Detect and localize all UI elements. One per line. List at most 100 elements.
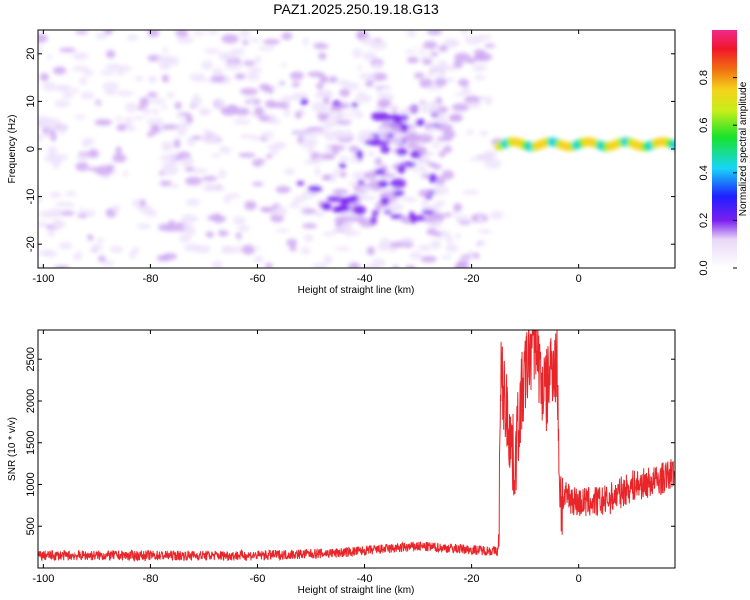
spectrogram-cell — [314, 93, 325, 99]
spectrogram-cell — [322, 159, 329, 170]
spectrogram-cell — [461, 30, 469, 36]
spectrogram-cell — [406, 132, 420, 141]
spectrogram-cell — [79, 77, 88, 85]
spectrogram-cell — [437, 63, 449, 73]
spectrogram-cell — [382, 119, 391, 127]
spectrogram-cell — [340, 112, 358, 123]
spectrogram-cell — [240, 88, 258, 96]
spectrogram-cell — [307, 184, 323, 193]
colorbar-tick-label: 0.0 — [698, 260, 710, 275]
spectrogram-cell — [457, 78, 470, 88]
spectrogram-cell — [339, 171, 347, 178]
spectrogram-cell — [392, 190, 405, 197]
spectrogram-cell — [81, 201, 95, 211]
spectrogram-cell — [355, 149, 365, 160]
spectrogram-cell — [254, 243, 267, 248]
spectrogram-cell — [146, 92, 158, 98]
spectrogram-cell — [249, 38, 261, 43]
spectrogram-cell — [473, 176, 486, 187]
spectrogram-cell — [390, 178, 407, 189]
spectrogram-cell — [144, 209, 158, 217]
colorbar-label: Normalized spectral amplitude — [738, 81, 749, 216]
spectrogram-cell — [417, 157, 429, 164]
spectrogram-cell — [262, 91, 270, 99]
spectrogram-cell — [225, 140, 238, 150]
spectrogram-cell — [115, 145, 122, 156]
spectrogram-cell — [161, 74, 170, 83]
spectrogram-cell — [210, 153, 221, 158]
spectrogram-cell — [221, 222, 231, 231]
spectrogram-cell — [338, 162, 347, 169]
spectrogram-cell — [206, 30, 220, 35]
spectrogram-cell — [55, 84, 72, 92]
spectrogram-cell — [469, 157, 484, 162]
spectrogram-cell — [421, 209, 435, 215]
spectrogram-cell — [243, 61, 256, 66]
spectrogram-cell — [436, 136, 453, 142]
spectrogram-cell — [377, 179, 389, 188]
colorbar-gradient — [712, 30, 737, 268]
snr-x-tick-label: -100 — [32, 573, 54, 585]
spectrogram-cell — [286, 194, 295, 204]
snr-x-tick-label: 0 — [576, 573, 582, 585]
spectrogram-cell — [323, 38, 334, 46]
spectrogram-cell — [379, 191, 395, 198]
spectrogram-cell — [192, 31, 206, 36]
spectrogram-cell — [481, 71, 500, 79]
spectrogram-cell — [434, 77, 448, 87]
spectrogram-cell — [466, 102, 482, 109]
colorbar-tick-label: 0.2 — [698, 213, 710, 228]
spectrogram-cell — [406, 143, 421, 150]
spectrogram-cell — [319, 129, 332, 136]
spectrogram-cell — [185, 176, 202, 186]
spectrogram-cell — [161, 141, 174, 151]
spectrogram-cell — [302, 223, 317, 229]
spectrogram-cell — [205, 231, 215, 238]
spectrogram-cell — [420, 255, 438, 263]
spectrogram-cell — [113, 64, 132, 73]
spectrogram-cell — [286, 95, 301, 101]
spectrogram-cell — [453, 203, 463, 212]
spectrogram-cell — [453, 263, 470, 268]
spectrogram-cell — [115, 211, 126, 221]
spectrogram-cell — [71, 88, 80, 93]
spectrogram-cell — [132, 115, 145, 121]
spectrogram-cell — [166, 243, 181, 251]
spectrogram-cell — [410, 214, 417, 224]
spectrogram-cell — [51, 247, 62, 252]
spectrogram-cell — [234, 107, 250, 116]
spectrogram-cell — [53, 162, 60, 169]
spectrogram-cell — [112, 204, 121, 214]
spectrogram-cell — [387, 38, 396, 44]
spectrogram-cell — [64, 190, 77, 197]
spectrogram-cell — [415, 118, 425, 127]
spectrogram-cell — [422, 56, 433, 65]
spectrogram-cell — [472, 252, 480, 259]
spectrogram-cell — [221, 261, 235, 268]
spectrogram-cell — [136, 223, 152, 230]
spectrogram-cell — [343, 227, 354, 237]
spectrogram-cell — [301, 108, 312, 118]
spectrogram-cell — [386, 202, 404, 213]
spectrogram-cell — [321, 202, 332, 211]
spectrogram-cell — [277, 64, 287, 72]
spectrogram-cell — [388, 241, 403, 248]
spectrogram-cell — [437, 106, 449, 113]
spectrogram-cell — [366, 246, 376, 256]
spectrogram-cell — [334, 246, 352, 251]
spectrogram-cell — [42, 81, 57, 92]
spectrogram-cell — [323, 118, 337, 129]
spectrogram-cell — [45, 117, 62, 128]
spectrogram-cell — [307, 126, 325, 132]
spectrogram-cell — [75, 30, 89, 35]
spectrogram-cell — [279, 81, 286, 86]
spectrogram-cell — [223, 194, 232, 204]
spectrogram-cell — [225, 237, 243, 247]
spectrogram-cell — [120, 129, 131, 136]
spectrogram-cell — [388, 106, 399, 112]
spectrogram-cell — [438, 44, 449, 52]
spectrogram-cell — [178, 234, 191, 243]
spectrogram-cell — [75, 162, 90, 172]
spectrogram-cell — [122, 170, 129, 177]
spectrogram-y-axis-title: Frequency (Hz) — [7, 115, 18, 184]
